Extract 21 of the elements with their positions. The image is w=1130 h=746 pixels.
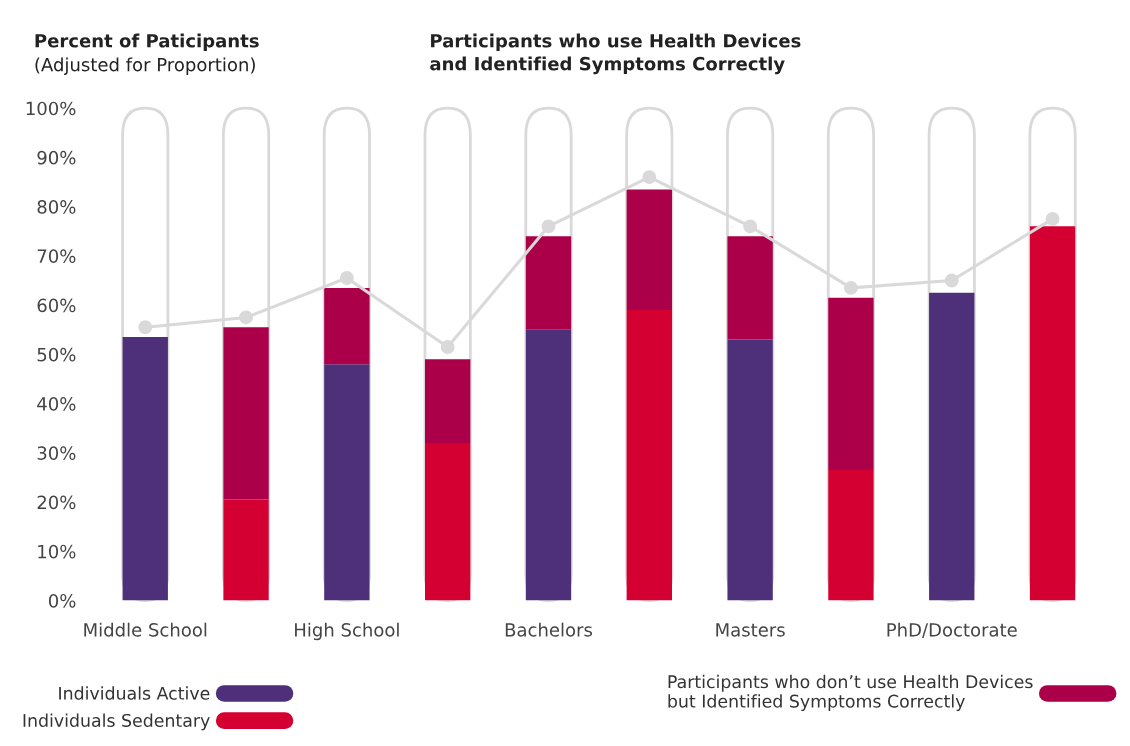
legend-label: Individuals Sedentary xyxy=(23,713,210,731)
legend-label: Individuals Active xyxy=(59,686,210,700)
y-tick-label: 30% xyxy=(37,446,76,460)
x-tick-label: High School xyxy=(295,622,399,641)
y-tick-label: 20% xyxy=(37,495,76,510)
chart-title: Participants who use Health Devices and Identified Symptoms Correctly xyxy=(430,33,801,75)
y-tick-label: 40% xyxy=(37,397,76,411)
y-tick-label: 100% xyxy=(26,101,76,116)
y-tick-label: 60% xyxy=(37,298,76,313)
y-tick-label: 10% xyxy=(38,544,76,559)
x-tick-label: Masters xyxy=(716,623,785,637)
y-axis-title: Percent of Paticipants (Adjusted for Proportion) xyxy=(35,33,259,75)
x-tick-label: Middle School xyxy=(84,622,207,637)
x-tick-label: PhD/Doctorate xyxy=(887,622,1017,639)
y-tick-label: 80% xyxy=(37,200,76,214)
y-tick-label: 90% xyxy=(37,150,76,165)
y-tick-label: 50% xyxy=(37,347,76,362)
y-tick-label: 0% xyxy=(48,593,76,608)
y-tick-label: 70% xyxy=(37,249,76,263)
legend-label: Participants who don’t use Health Devices but Identified Symptoms Correctly xyxy=(668,674,1033,712)
x-tick-label: Bachelors xyxy=(505,622,593,637)
